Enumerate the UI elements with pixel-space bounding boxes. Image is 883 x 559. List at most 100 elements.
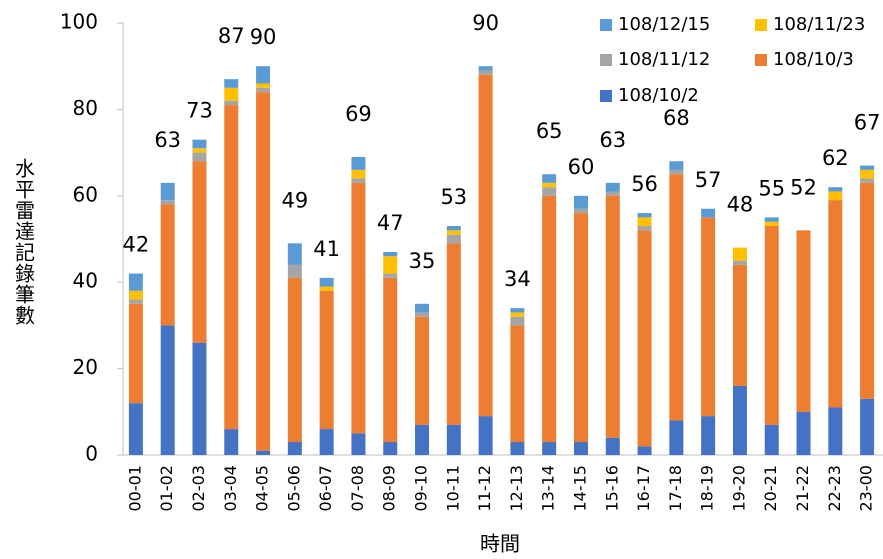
bar-segment	[415, 316, 430, 425]
total-label: 68	[663, 106, 690, 130]
x-tick-label: 12-13	[507, 465, 526, 512]
total-label: 69	[345, 102, 372, 126]
bar-segment	[128, 403, 143, 455]
total-label: 73	[186, 99, 213, 123]
bar-segment	[796, 411, 811, 455]
y-tick-label: 0	[85, 442, 98, 466]
bar-segment	[128, 273, 143, 291]
bar-segment	[351, 156, 366, 170]
x-tick-label: 21-22	[793, 465, 812, 512]
bar-segment	[796, 230, 811, 412]
bar-segment	[478, 66, 493, 71]
bar-segment	[701, 416, 716, 455]
total-label: 60	[568, 155, 595, 179]
x-tick-label: 19-20	[729, 465, 748, 512]
total-label: 63	[599, 128, 626, 152]
y-tick-label: 100	[60, 10, 98, 34]
bar-segment	[542, 195, 557, 443]
bar-segment	[573, 442, 588, 455]
x-axis-title: 時間	[480, 532, 520, 556]
bar-segment	[860, 178, 875, 183]
bar-segment	[256, 83, 271, 88]
bar-segment	[510, 325, 525, 443]
x-tick-label: 20-21	[761, 465, 780, 512]
total-label: 87	[218, 24, 245, 48]
total-label: 48	[727, 193, 754, 217]
bar-segment	[256, 450, 271, 455]
total-label: 34	[504, 267, 531, 291]
bar-segment	[192, 139, 207, 149]
bar-segment	[764, 424, 779, 455]
bar-segment	[828, 191, 843, 201]
total-label: 53	[440, 185, 467, 209]
bar-segment	[351, 433, 366, 455]
legend-label: 108/11/23	[773, 14, 865, 35]
y-tick-label: 60	[73, 182, 98, 206]
bar-segment	[256, 92, 271, 451]
bar-segment	[128, 303, 143, 404]
legend-label: 108/10/2	[618, 85, 699, 106]
bar-segment	[828, 187, 843, 192]
bar-segment	[764, 226, 779, 425]
bar-segment	[828, 407, 843, 455]
bar-segment	[669, 169, 684, 175]
total-label: 63	[154, 128, 181, 152]
bar-segment	[446, 234, 461, 244]
x-tick-label: 06-07	[316, 465, 335, 512]
bar-segment	[605, 182, 620, 192]
y-tick-label: 20	[73, 355, 98, 379]
bar-segment	[732, 247, 747, 261]
bar-segment	[415, 312, 430, 317]
bar-segment	[415, 424, 430, 455]
x-tick-label: 23-00	[857, 465, 876, 512]
bar-segment	[351, 178, 366, 183]
legend-swatch	[600, 19, 612, 31]
bar-segment	[605, 437, 620, 455]
legend-swatch	[755, 19, 767, 31]
total-label: 56	[631, 172, 658, 196]
bar-segment	[192, 148, 207, 153]
legend-label: 108/10/3	[773, 49, 854, 70]
legend-swatch	[755, 54, 767, 66]
total-label: 90	[472, 11, 499, 35]
bar-segment	[383, 251, 398, 257]
bar-segment	[669, 161, 684, 170]
total-label: 90	[250, 25, 277, 49]
bar-segment	[605, 191, 620, 196]
bar-segment	[224, 100, 239, 106]
y-tick-label: 40	[73, 269, 98, 293]
bar-segment	[383, 273, 398, 278]
bar-segment	[510, 442, 525, 455]
bar-segment	[160, 325, 175, 455]
total-label: 35	[409, 249, 436, 273]
x-tick-label: 22-23	[825, 465, 844, 512]
y-axis-title: 水平雷達記錄筆數	[12, 158, 36, 326]
bar-segment	[860, 398, 875, 455]
bar-segment	[573, 208, 588, 214]
x-tick-label: 00-01	[125, 465, 144, 512]
x-tick-label: 18-19	[698, 465, 717, 512]
x-tick-label: 08-09	[380, 465, 399, 512]
x-tick-label: 14-15	[570, 465, 589, 512]
bar-segment	[224, 79, 239, 88]
bar-segment	[669, 420, 684, 455]
bar-segment	[319, 429, 334, 455]
bar-segment	[542, 442, 557, 455]
total-label: 57	[695, 168, 722, 192]
bar-segment	[287, 243, 302, 265]
bar-segment	[637, 213, 652, 218]
total-label: 65	[536, 119, 563, 143]
bar-segment	[478, 74, 493, 417]
bar-segment	[224, 105, 239, 430]
legend-label: 108/11/12	[618, 49, 710, 70]
bar-segment	[160, 204, 175, 326]
bar-segment	[669, 174, 684, 421]
bar-segment	[542, 187, 557, 196]
x-tick-label: 02-03	[189, 465, 208, 512]
bar-segment	[510, 308, 525, 313]
bar-segment	[192, 342, 207, 455]
bar-segment	[446, 243, 461, 425]
bar-segment	[732, 264, 747, 386]
bar-segment	[128, 290, 143, 300]
legend-label: 108/12/15	[618, 14, 710, 35]
